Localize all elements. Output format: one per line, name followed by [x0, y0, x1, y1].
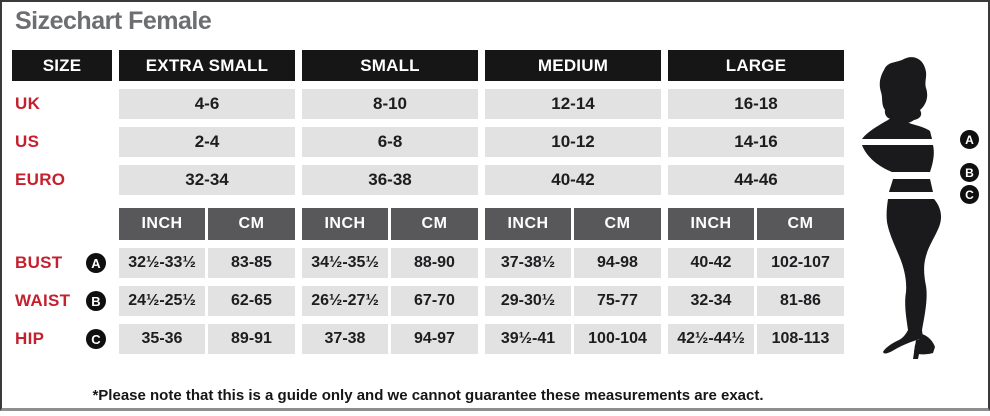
euro-extra-small-value: 32-34: [119, 165, 295, 195]
uk-extra-small-value: 4-6: [119, 89, 295, 119]
figure-marker-c-badge: C: [960, 185, 979, 204]
footnote: *Please note that this is a guide only a…: [92, 387, 764, 404]
waist-xs-inch: 24½-25½: [119, 286, 205, 316]
table-row-uk: UK 4-6 8-10 12-14 16-18: [12, 89, 844, 119]
us-medium-value: 10-12: [485, 127, 661, 157]
page-title: Sizechart Female: [15, 7, 212, 35]
euro-medium-value: 40-42: [485, 165, 661, 195]
table-row-waist: WAIST B 24½-25½ 62-65 26½-27½ 67-70 29-3…: [12, 286, 844, 316]
column-gap: [112, 50, 119, 81]
waist-l-cm: 81-86: [757, 286, 844, 316]
size-table: SIZE EXTRA SMALL SMALL MEDIUM LARGE UK 4…: [12, 50, 844, 354]
hip-l-cm: 108-113: [757, 324, 844, 354]
column-header-extra-small: EXTRA SMALL: [119, 50, 295, 81]
measurement-figure: A B C: [856, 46, 988, 376]
unit-header-inch: INCH: [119, 208, 205, 240]
table-row-euro: EURO 32-34 36-38 40-42 44-46: [12, 165, 844, 195]
column-header-medium: MEDIUM: [485, 50, 661, 81]
size-header-cell: SIZE: [12, 50, 112, 81]
figure-marker-b-badge: B: [960, 163, 979, 182]
bust-xs-cm: 83-85: [208, 248, 295, 278]
uk-large-value: 16-18: [668, 89, 844, 119]
euro-small-value: 36-38: [302, 165, 478, 195]
hip-m-cm: 100-104: [574, 324, 661, 354]
hip-s-cm: 94-97: [391, 324, 478, 354]
figure-marker-a-badge: A: [960, 130, 979, 149]
unit-header-inch: INCH: [485, 208, 571, 240]
us-extra-small-value: 2-4: [119, 127, 295, 157]
bust-l-inch: 40-42: [668, 248, 754, 278]
uk-small-value: 8-10: [302, 89, 478, 119]
hip-m-inch: 39½-41: [485, 324, 571, 354]
bust-s-inch: 34½-35½: [302, 248, 388, 278]
unit-header-row: INCH CM INCH CM INCH CM INCH CM: [12, 208, 844, 240]
unit-header-inch: INCH: [668, 208, 754, 240]
waist-s-inch: 26½-27½: [302, 286, 388, 316]
hip-s-inch: 37-38: [302, 324, 388, 354]
marker-b-badge: B: [86, 291, 106, 311]
waist-m-inch: 29-30½: [485, 286, 571, 316]
row-label-waist: WAIST: [15, 291, 71, 310]
marker-c-badge: C: [86, 329, 106, 349]
euro-large-value: 44-46: [668, 165, 844, 195]
size-header-label: SIZE: [12, 50, 112, 81]
hip-l-inch: 42½-44½: [668, 324, 754, 354]
waist-xs-cm: 62-65: [208, 286, 295, 316]
unit-header-cm: CM: [208, 208, 295, 240]
unit-header-cm: CM: [757, 208, 844, 240]
size-header-row: SIZE EXTRA SMALL SMALL MEDIUM LARGE: [12, 50, 844, 81]
female-silhouette-icon: [862, 57, 942, 359]
unit-header-cm: CM: [574, 208, 661, 240]
table-row-us: US 2-4 6-8 10-12 14-16: [12, 127, 844, 157]
bust-s-cm: 88-90: [391, 248, 478, 278]
row-label-euro: EURO: [15, 170, 66, 189]
marker-a-badge: A: [86, 253, 106, 273]
hip-xs-cm: 89-91: [208, 324, 295, 354]
us-large-value: 14-16: [668, 127, 844, 157]
row-label-us: US: [15, 132, 40, 151]
bust-l-cm: 102-107: [757, 248, 844, 278]
unit-header-inch: INCH: [302, 208, 388, 240]
row-label-hip: HIP: [15, 329, 45, 348]
hip-xs-inch: 35-36: [119, 324, 205, 354]
uk-medium-value: 12-14: [485, 89, 661, 119]
table-row-bust: BUST A 32½-33½ 83-85 34½-35½ 88-90 37-38…: [12, 248, 844, 278]
row-label-bust: BUST: [15, 253, 63, 272]
waist-m-cm: 75-77: [574, 286, 661, 316]
us-small-value: 6-8: [302, 127, 478, 157]
waist-s-cm: 67-70: [391, 286, 478, 316]
row-label-uk: UK: [15, 94, 41, 113]
column-header-small: SMALL: [302, 50, 478, 81]
unit-header-cm: CM: [391, 208, 478, 240]
bust-xs-inch: 32½-33½: [119, 248, 205, 278]
waist-l-inch: 32-34: [668, 286, 754, 316]
bust-m-inch: 37-38½: [485, 248, 571, 278]
bust-m-cm: 94-98: [574, 248, 661, 278]
column-header-large: LARGE: [668, 50, 844, 81]
table-row-hip: HIP C 35-36 89-91 37-38 94-97 39½-41 100…: [12, 324, 844, 354]
